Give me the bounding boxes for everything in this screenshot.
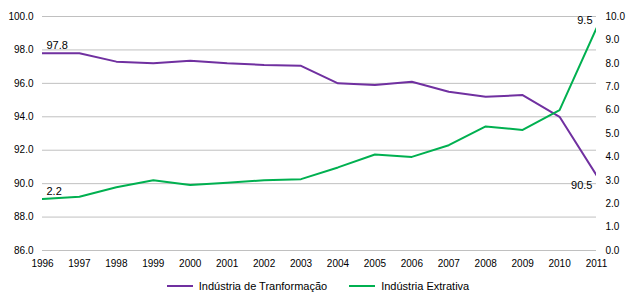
svg-text:98.0: 98.0 <box>14 44 34 55</box>
svg-text:5.0: 5.0 <box>606 128 620 139</box>
html-text:Indústria de Tranformação: Indústria de Tranformação <box>198 280 328 292</box>
svg-text:94.0: 94.0 <box>14 111 34 122</box>
svg-text:8.0: 8.0 <box>606 58 620 69</box>
svg-text:9.0: 9.0 <box>606 34 620 45</box>
svg-text:1996: 1996 <box>31 258 54 269</box>
svg-text:86.0: 86.0 <box>14 245 34 256</box>
svg-text:2.0: 2.0 <box>606 198 620 209</box>
svg-text:2003: 2003 <box>290 258 313 269</box>
svg-text:4.0: 4.0 <box>606 151 620 162</box>
svg-text:2.2: 2.2 <box>47 185 62 197</box>
svg-text:90.5: 90.5 <box>571 179 592 191</box>
svg-text:97.8: 97.8 <box>47 39 68 51</box>
svg-text:6.0: 6.0 <box>606 104 620 115</box>
svg-text:88.0: 88.0 <box>14 211 34 222</box>
svg-text:2008: 2008 <box>475 258 498 269</box>
svg-text:100.0: 100.0 <box>8 11 33 22</box>
svg-text:1998: 1998 <box>105 258 128 269</box>
svg-text:1.0: 1.0 <box>606 221 620 232</box>
svg-text:1997: 1997 <box>68 258 91 269</box>
svg-text:7.0: 7.0 <box>606 81 620 92</box>
svg-text:2002: 2002 <box>253 258 276 269</box>
svg-text:2004: 2004 <box>327 258 350 269</box>
svg-text:0.0: 0.0 <box>606 245 620 256</box>
svg-text:2009: 2009 <box>512 258 535 269</box>
svg-text:2000: 2000 <box>179 258 202 269</box>
svg-text:2005: 2005 <box>364 258 387 269</box>
svg-text:2007: 2007 <box>438 258 461 269</box>
svg-text:1999: 1999 <box>142 258 165 269</box>
svg-text:9.5: 9.5 <box>577 14 592 26</box>
svg-text:3.0: 3.0 <box>606 175 620 186</box>
svg-text:2006: 2006 <box>401 258 424 269</box>
svg-text:2010: 2010 <box>548 258 571 269</box>
svg-text:10.0: 10.0 <box>606 11 626 22</box>
svg-text:96.0: 96.0 <box>14 78 34 89</box>
svg-text:90.0: 90.0 <box>14 178 34 189</box>
html-text:Indústria Extrativa: Indústria Extrativa <box>381 280 470 292</box>
svg-text:2001: 2001 <box>216 258 239 269</box>
svg-text:2011: 2011 <box>586 258 608 269</box>
svg-text:92.0: 92.0 <box>14 144 34 155</box>
